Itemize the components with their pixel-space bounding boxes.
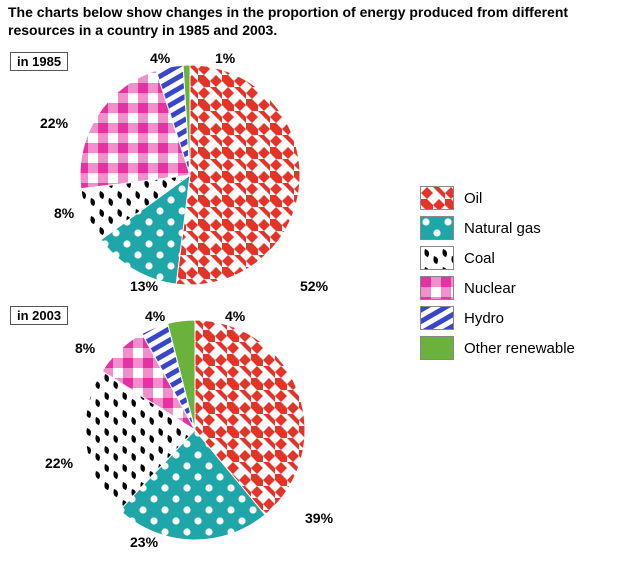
legend-swatch <box>420 306 454 330</box>
legend-label: Nuclear <box>464 280 516 297</box>
legend-swatch <box>420 246 454 270</box>
legend-item-nuclear: Nuclear <box>420 276 575 300</box>
pct-label: 13% <box>130 278 158 294</box>
pct-label: 4% <box>225 308 245 324</box>
pie-slice-oil <box>176 65 300 285</box>
year-badge-2003: in 2003 <box>10 306 68 325</box>
pct-label: 22% <box>40 115 68 131</box>
legend-item-coal: Coal <box>420 246 575 270</box>
pct-label: 8% <box>75 340 95 356</box>
pct-label: 22% <box>45 455 73 471</box>
legend-label: Coal <box>464 250 495 267</box>
legend: Oil Natural gas Coal Nuclear Hydro Other… <box>420 180 575 366</box>
year-badge-1985: in 1985 <box>10 52 68 71</box>
legend-swatch <box>420 216 454 240</box>
pct-label: 1% <box>215 50 235 66</box>
pie-chart-1985 <box>78 63 302 287</box>
pct-label: 4% <box>145 308 165 324</box>
pct-label: 23% <box>130 534 158 550</box>
legend-swatch <box>420 336 454 360</box>
pct-label: 39% <box>305 510 333 526</box>
legend-item-natural-gas: Natural gas <box>420 216 575 240</box>
pie-chart-2003 <box>83 318 307 542</box>
legend-label: Natural gas <box>464 220 541 237</box>
legend-item-other-renewable: Other renewable <box>420 336 575 360</box>
pct-label: 4% <box>150 50 170 66</box>
legend-swatch <box>420 186 454 210</box>
legend-label: Other renewable <box>464 340 575 357</box>
legend-item-hydro: Hydro <box>420 306 575 330</box>
pct-label: 8% <box>54 205 74 221</box>
legend-item-oil: Oil <box>420 186 575 210</box>
page-title: The charts below show changes in the pro… <box>8 4 598 39</box>
page: { "title": "The charts below show change… <box>0 0 640 567</box>
legend-label: Hydro <box>464 310 504 327</box>
pct-label: 52% <box>300 278 328 294</box>
legend-swatch <box>420 276 454 300</box>
legend-label: Oil <box>464 190 482 207</box>
